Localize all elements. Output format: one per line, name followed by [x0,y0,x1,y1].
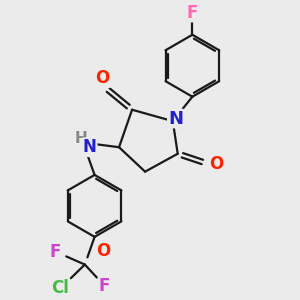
Text: Cl: Cl [51,279,69,297]
Text: O: O [209,154,223,172]
Text: F: F [50,242,61,260]
Text: F: F [99,277,110,295]
Text: N: N [83,138,97,156]
Text: O: O [97,242,111,260]
Text: O: O [96,69,110,87]
Text: H: H [74,131,87,146]
Text: N: N [168,110,183,128]
Text: F: F [187,4,198,22]
